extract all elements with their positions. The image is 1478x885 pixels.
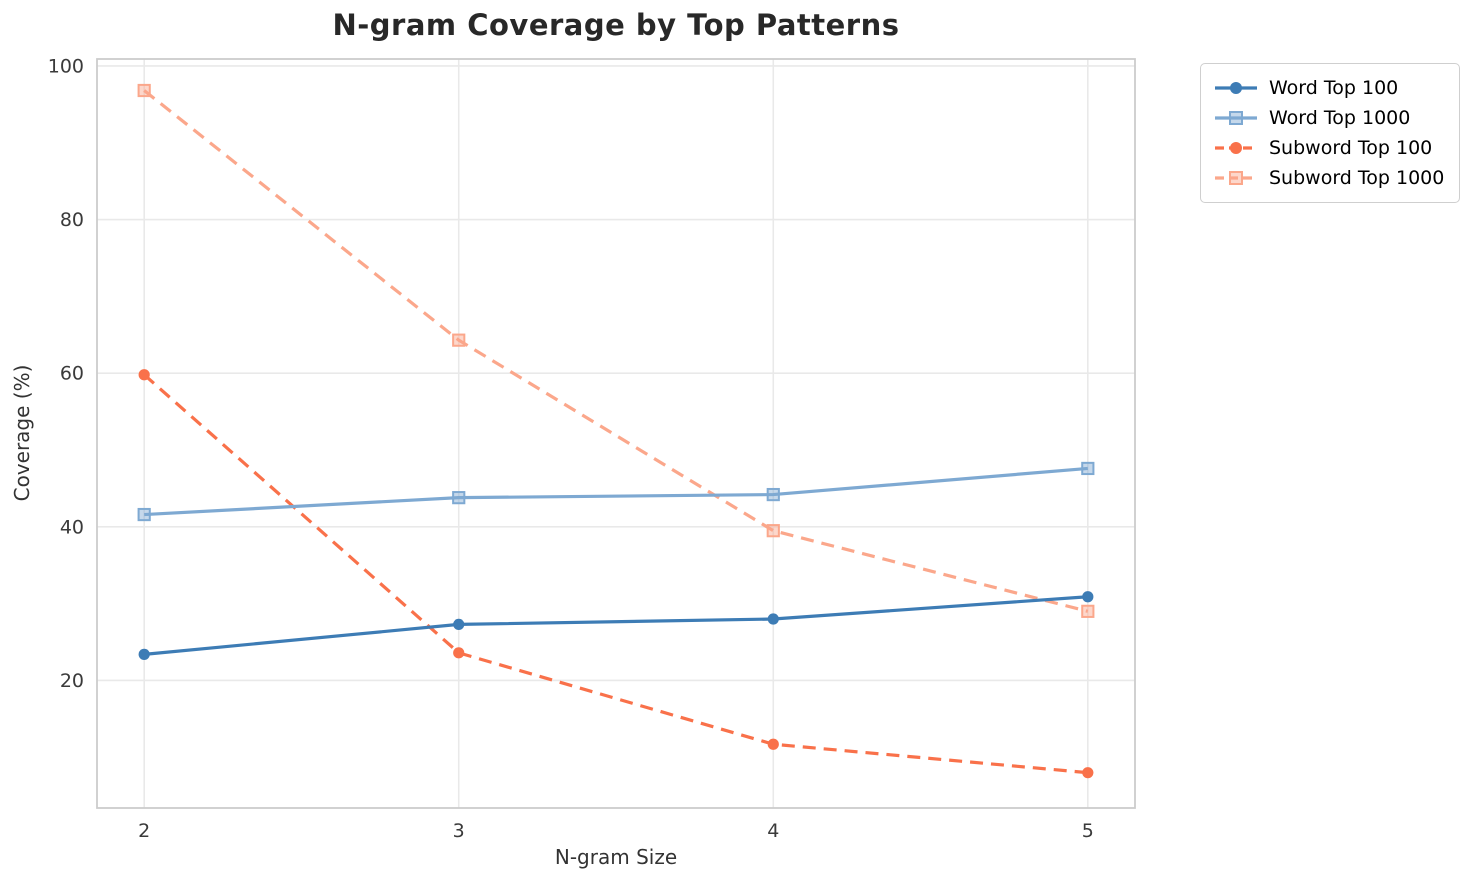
legend-marker: [1230, 142, 1242, 154]
x-tick-label: 4: [767, 820, 779, 842]
legend-item-subword-top-1000: Subword Top 1000: [1213, 163, 1447, 193]
data-point-subword-top-1000: [1081, 604, 1095, 618]
legend-label: Word Top 1000: [1269, 107, 1411, 129]
data-point-word-top-100: [1082, 591, 1094, 603]
legend-label: Subword Top 100: [1269, 137, 1433, 159]
legend: Word Top 100 Word Top 1000 Subword Top 100…: [1200, 63, 1460, 203]
legend-item-subword-top-100: Subword Top 100: [1213, 133, 1447, 163]
data-point-subword-top-1000: [452, 333, 466, 347]
y-tick-label: 100: [48, 55, 84, 77]
legend-key-circle-icon: [1215, 82, 1257, 94]
data-point-word-top-1000: [452, 491, 466, 505]
chart-title: N-gram Coverage by Top Patterns: [332, 8, 900, 42]
legend-marker: [1229, 111, 1243, 125]
legend-item-word-top-100: Word Top 100: [1213, 73, 1447, 103]
data-point-subword-top-1000: [137, 83, 151, 98]
y-axis-label: Coverage (%): [10, 364, 34, 502]
legend-marker: [1229, 171, 1243, 185]
data-point-word-top-100: [138, 648, 150, 660]
x-axis-label: N-gram Size: [554, 845, 678, 869]
data-point-subword-top-100: [1082, 767, 1094, 779]
series-line-word-top-100: [144, 595, 1088, 656]
data-point-subword-top-100: [453, 647, 465, 659]
legend-item-word-top-1000: Word Top 1000: [1213, 103, 1447, 133]
x-tick-label: 5: [1082, 820, 1094, 842]
legend-key-square-icon: [1215, 111, 1257, 125]
data-point-subword-top-100: [767, 738, 779, 750]
data-point-word-top-100: [767, 613, 779, 625]
y-tick-label: 20: [60, 670, 84, 692]
data-point-word-top-100: [453, 618, 465, 630]
series-line-subword-top-1000: [143, 89, 1089, 613]
legend-marker: [1230, 82, 1242, 94]
data-point-word-top-1000: [766, 487, 780, 502]
series-line-subword-top-100: [143, 373, 1088, 775]
legend-key-dashed-square-icon: [1215, 171, 1257, 185]
data-point-subword-top-1000: [766, 524, 780, 538]
x-tick-label: 2: [138, 820, 150, 842]
x-tick-label: 3: [453, 820, 465, 842]
series-line-word-top-1000: [144, 466, 1088, 517]
legend-key-dashed-circle-icon: [1215, 142, 1257, 154]
legend-label: Subword Top 1000: [1269, 167, 1445, 189]
data-point-word-top-1000: [137, 507, 151, 522]
data-point-subword-top-100: [138, 369, 150, 381]
y-tick-label: 40: [60, 516, 84, 538]
y-tick-label: 60: [60, 363, 84, 385]
y-tick-label: 80: [60, 209, 84, 231]
plot-border: [96, 58, 1136, 809]
data-point-word-top-1000: [1081, 461, 1095, 476]
legend-label: Word Top 100: [1269, 77, 1399, 99]
